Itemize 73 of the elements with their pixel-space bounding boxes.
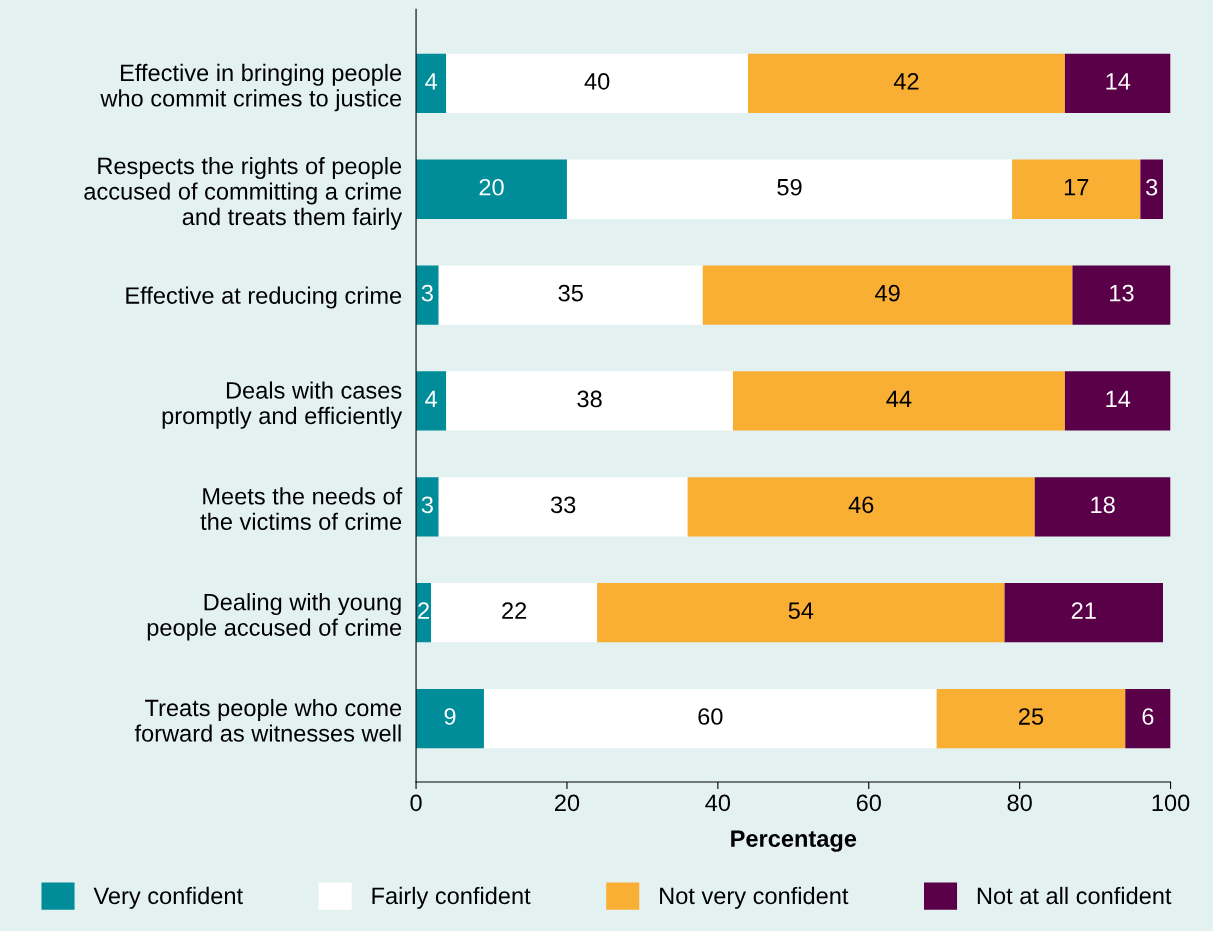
data-label: 4: [425, 390, 438, 408]
x-tick-label: 100: [1152, 794, 1190, 812]
bar: [431, 583, 598, 643]
legend-label: Fairly confident: [372, 886, 531, 909]
legend-label: Very confident: [93, 886, 243, 909]
bar: [438, 265, 703, 325]
y-tick-label: Treats people who come forward as witnesses well: [134, 698, 402, 742]
data-label: 17: [1064, 179, 1089, 196]
data-label: 3: [421, 496, 433, 514]
bar: [1125, 688, 1171, 749]
bar: [446, 371, 733, 431]
data-label: 40: [584, 73, 610, 90]
bar: [416, 477, 439, 537]
bar: [1004, 583, 1163, 643]
bar: [702, 265, 1073, 325]
data-label: 3: [1146, 178, 1158, 196]
data-label: 3: [421, 284, 433, 302]
data-label: 38: [577, 390, 602, 408]
bar: [687, 477, 1035, 537]
bar: [597, 583, 1005, 643]
bar: [446, 53, 749, 114]
y-tick-label: Respects the rights of people accused of committing a crime and treats them fairly: [84, 156, 403, 230]
data-label: 42: [893, 73, 919, 90]
data-label: 46: [848, 496, 874, 514]
bar: [566, 159, 1013, 219]
bar: [416, 688, 484, 749]
data-label: 35: [558, 284, 583, 302]
data-label: 20: [479, 178, 504, 196]
bar: [1034, 477, 1171, 537]
data-label: 59: [777, 178, 802, 196]
bar: [1064, 53, 1171, 114]
y-tick-label: Dealing with young people accused of crime: [147, 593, 402, 641]
x-axis-title: Percentage: [731, 830, 857, 852]
data-label: 54: [788, 602, 814, 620]
bar: [1072, 265, 1171, 325]
data-label: 14: [1106, 73, 1131, 90]
y-tick-label: Meets the needs of the victims of crime: [200, 487, 403, 531]
data-label: 25: [1019, 708, 1044, 725]
x-tick-label: 20: [555, 794, 580, 812]
data-label: 6: [1142, 708, 1154, 725]
data-label: 22: [502, 602, 527, 619]
data-label: 2: [418, 602, 429, 619]
y-tick-label: Effective at reducing crime: [126, 286, 402, 309]
data-label: 13: [1110, 284, 1134, 302]
data-label: 21: [1071, 602, 1096, 619]
bar: [416, 53, 447, 114]
bar: [438, 477, 688, 537]
data-label: 4: [425, 73, 438, 90]
data-label: 44: [886, 390, 912, 408]
data-label: 33: [550, 496, 576, 514]
x-tick-label: 40: [705, 794, 731, 812]
x-tick-label: 60: [856, 794, 881, 812]
bar: [416, 265, 439, 325]
bar: [732, 371, 1065, 431]
bar: [416, 371, 447, 431]
y-tick-label: Effective in bringing people who commit crimes to justice: [100, 63, 402, 112]
data-label: 60: [698, 708, 723, 725]
x-tick-label: 80: [1007, 794, 1032, 812]
data-label: 49: [875, 284, 900, 302]
bar: [936, 688, 1126, 749]
legend-label: Not at all confident: [977, 886, 1172, 905]
y-tick-label: Deals with cases promptly and efficiently: [162, 381, 403, 429]
bar: [483, 688, 937, 749]
bar: [416, 159, 567, 219]
data-label: 9: [444, 708, 456, 725]
bar: [1140, 159, 1163, 219]
data-label: 14: [1106, 390, 1131, 408]
bar: [748, 53, 1065, 114]
x-tick-label: 0: [410, 794, 422, 812]
data-label: 18: [1091, 496, 1115, 514]
bar: [1012, 159, 1141, 219]
legend-label: Not very confident: [660, 886, 849, 909]
bar: [1064, 371, 1171, 431]
